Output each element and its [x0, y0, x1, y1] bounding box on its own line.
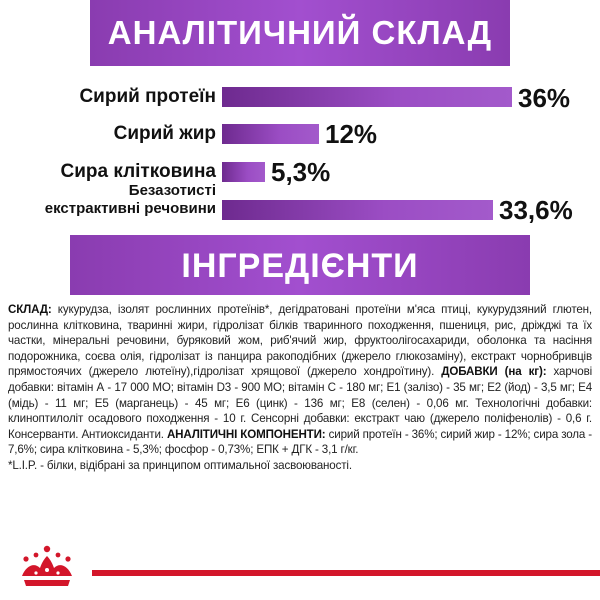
analytical-components-label: АНАЛІТИЧНІ КОМПОНЕНТИ: [166, 427, 326, 441]
composition-text: СКЛАД: кукурудза, ізолят рослинних проте… [8, 302, 592, 474]
footnote: *L.I.P. - білки, відібрані за принципом … [8, 458, 352, 472]
nutrient-bar-nfe [222, 200, 493, 220]
nutrient-bar-fiber [222, 162, 265, 182]
nutrient-bar-protein [222, 87, 512, 107]
nutrient-label-fiber: Сира клітковина [60, 161, 216, 182]
ingredients-banner: ІНГРЕДІЄНТИ [70, 235, 530, 295]
nutrient-bar-fat [222, 124, 319, 144]
nutrient-value-fat: 12% [325, 119, 378, 149]
nutrient-value-protein: 36% [518, 83, 571, 113]
nutrient-label-nfe-line2: екстрактивні речовини [44, 200, 216, 217]
nutrient-value-fiber: 5,3% [271, 157, 331, 187]
additives-label: ДОБАВКИ (на кг): [441, 365, 547, 379]
nutrient-label-protein: Сирий протеїн [79, 86, 216, 107]
analytical-composition-banner: АНАЛІТИЧНИЙ СКЛАД [90, 0, 510, 66]
analytical-components-text: сирий протеїн - 36%; сирий жир - 12%; си… [8, 427, 592, 457]
composition-ingredients: кукурудза, ізолят рослинних протеїнів*, … [8, 303, 592, 379]
nutrient-label-fat: Сирий жир [113, 123, 216, 144]
composition-paragraph: СКЛАД: кукурудза, ізолят рослинних проте… [8, 302, 592, 458]
banner-title: АНАЛІТИЧНИЙ СКЛАД [107, 14, 493, 51]
brand-accent-line [92, 570, 600, 576]
ingredients-title: ІНГРЕДІЄНТИ [181, 247, 419, 285]
additives-text: харчові добавки: вітамін А - 17 000 МО; … [8, 365, 593, 441]
composition-label: СКЛАД: [8, 303, 52, 316]
nutrient-value-nfe: 33,6% [499, 195, 573, 225]
nutrient-label-nfe-line1: Безазотисті [128, 182, 216, 199]
crown-icon [22, 545, 72, 586]
